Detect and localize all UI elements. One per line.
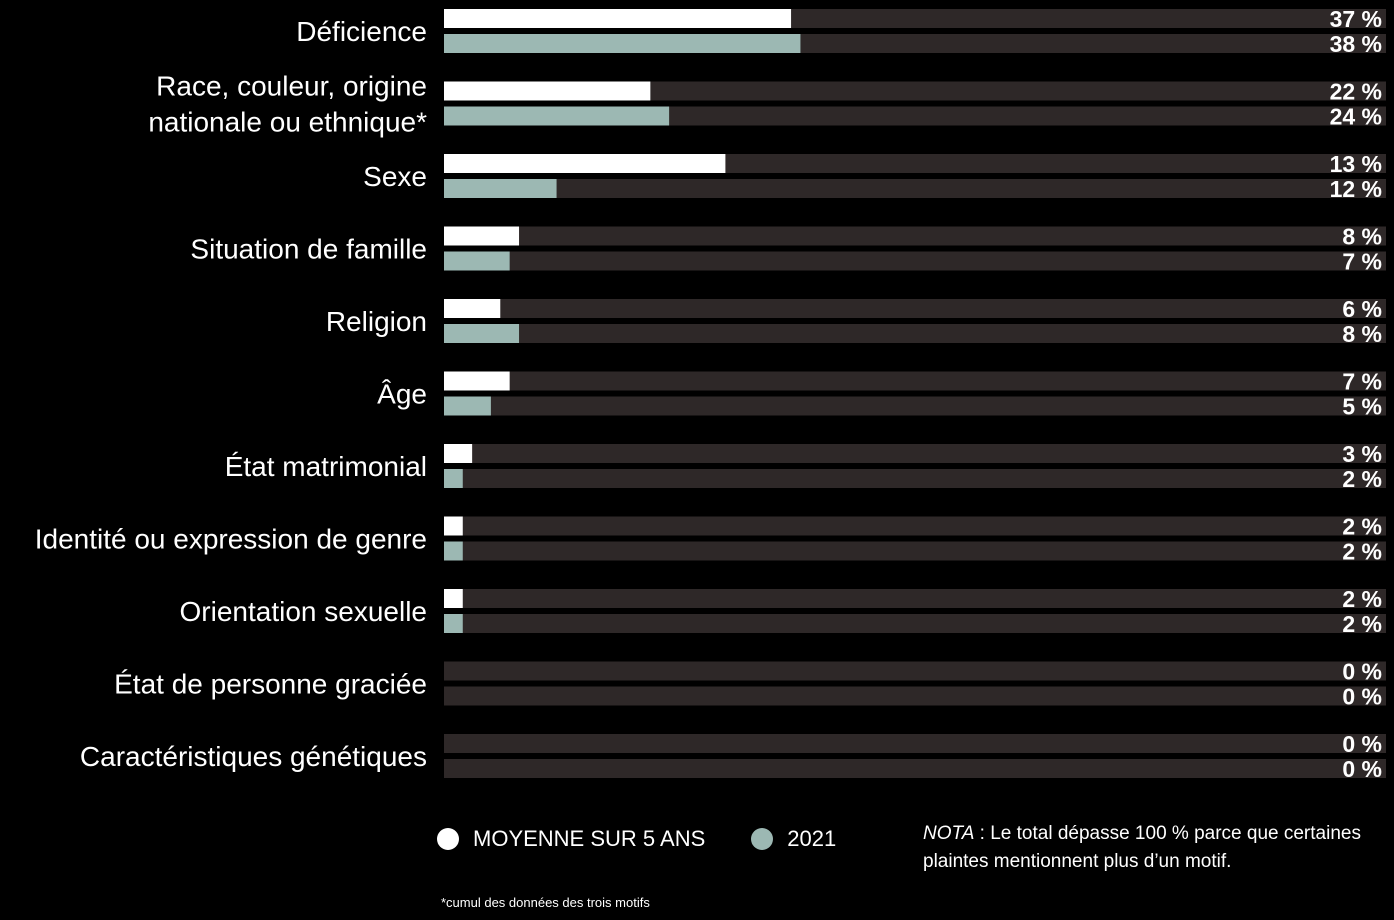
bar-track [444, 81, 1386, 101]
category-label: Déficience [296, 16, 427, 47]
category-group: Race, couleur, origine nationale ou ethni… [148, 71, 1386, 138]
value-label-average: 37 % [1330, 6, 1382, 32]
bar-average [444, 81, 651, 101]
value-label-average: 13 % [1330, 151, 1382, 177]
bar-average [444, 371, 510, 391]
bar-track [444, 589, 1386, 608]
value-label-2021: 2 % [1342, 466, 1382, 492]
bar-track [444, 686, 1386, 706]
legend-label-2021: 2021 [787, 826, 837, 851]
category-label: Identité ou expression de genre [35, 524, 427, 555]
category-label: Orientation sexuelle [180, 596, 427, 627]
category-group: Religion 6 %8 % [326, 296, 1386, 347]
footnote: *cumul des données des trois motifs [441, 895, 650, 910]
bar-2021 [444, 251, 510, 271]
category-label: Race, couleur, origine nationale ou ethni… [148, 71, 427, 138]
legend-dot-average-icon [437, 828, 459, 850]
category-group: Âge 7 %5 % [377, 369, 1386, 420]
legend-label-average: MOYENNE SUR 5 ANS [473, 826, 706, 851]
bar-2021 [444, 106, 670, 126]
bar-2021 [444, 34, 801, 53]
value-label-average: 2 % [1342, 514, 1382, 540]
category-group: État de personne graciée 0 %0 % [114, 659, 1386, 710]
note: NOTA : Le total dépasse 100 % parce que … [923, 820, 1383, 876]
category-label-line: nationale ou ethnique* [148, 107, 427, 138]
bar-track [444, 614, 1386, 633]
category-group: Identité ou expression de genre 2 %2 % [35, 514, 1386, 565]
value-label-average: 8 % [1342, 224, 1382, 250]
bar-track [444, 226, 1386, 246]
category-label: État matrimonial [225, 451, 427, 482]
bar-2021 [444, 614, 463, 633]
legend: MOYENNE SUR 5 ANS 2021 [437, 823, 836, 855]
bar-2021 [444, 469, 463, 488]
bar-track [444, 541, 1386, 561]
value-label-average: 2 % [1342, 586, 1382, 612]
bar-average [444, 154, 726, 173]
bar-chart: Déficience 37 %38 % Race, couleur, origine… [35, 6, 1386, 782]
bar-2021 [444, 396, 491, 416]
value-label-average: 0 % [1342, 731, 1382, 757]
bar-2021 [444, 541, 463, 561]
category-label-line: Race, couleur, origine [156, 71, 427, 102]
bar-track [444, 734, 1386, 753]
legend-dot-2021-icon [751, 828, 774, 850]
value-label-2021: 5 % [1342, 394, 1382, 420]
category-label: Religion [326, 306, 427, 337]
value-label-2021: 24 % [1330, 104, 1382, 130]
bar-2021 [444, 179, 557, 198]
bar-average [444, 589, 463, 608]
bar-average [444, 226, 520, 246]
bar-2021 [444, 324, 520, 343]
legend-item-average: MOYENNE SUR 5 ANS [437, 826, 705, 852]
bar-track [444, 469, 1386, 488]
value-label-2021: 38 % [1330, 31, 1382, 57]
category-group: Orientation sexuelle 2 %2 % [180, 586, 1386, 637]
value-label-2021: 2 % [1342, 539, 1382, 565]
category-group: Situation de famille 8 %7 % [190, 224, 1386, 275]
value-label-2021: 2 % [1342, 611, 1382, 637]
bar-track [444, 299, 1386, 318]
bar-average [444, 9, 792, 28]
bar-track [444, 516, 1386, 536]
bar-track [444, 759, 1386, 778]
category-label: État de personne graciée [114, 669, 427, 700]
value-label-2021: 8 % [1342, 321, 1382, 347]
value-label-2021: 12 % [1330, 176, 1382, 202]
category-label: Caractéristiques génétiques [80, 741, 427, 772]
value-label-2021: 0 % [1342, 684, 1382, 710]
bar-track [444, 179, 1386, 198]
value-label-2021: 0 % [1342, 756, 1382, 782]
value-label-average: 3 % [1342, 441, 1382, 467]
category-group: État matrimonial 3 %2 % [225, 441, 1386, 492]
category-group: Sexe 13 %12 % [363, 151, 1386, 202]
bar-track [444, 444, 1386, 463]
category-label: Âge [377, 379, 427, 410]
category-label: Situation de famille [190, 234, 427, 265]
value-label-average: 22 % [1330, 79, 1382, 105]
note-text: : Le total dépasse 100 % parce que certa… [923, 823, 1361, 872]
bar-track [444, 371, 1386, 391]
bar-average [444, 299, 501, 318]
bar-track [444, 324, 1386, 343]
legend-item-2021: 2021 [751, 826, 836, 852]
value-label-average: 0 % [1342, 659, 1382, 685]
category-group: Caractéristiques génétiques 0 %0 % [80, 731, 1386, 782]
bar-track [444, 106, 1386, 126]
bar-track [444, 661, 1386, 681]
bar-average [444, 444, 473, 463]
category-group: Déficience 37 %38 % [296, 6, 1386, 57]
value-label-2021: 7 % [1342, 249, 1382, 275]
value-label-average: 7 % [1342, 369, 1382, 395]
bar-track [444, 251, 1386, 271]
bar-track [444, 396, 1386, 416]
category-label: Sexe [363, 161, 427, 192]
value-label-average: 6 % [1342, 296, 1382, 322]
bar-average [444, 516, 463, 536]
note-label: NOTA [923, 823, 975, 844]
